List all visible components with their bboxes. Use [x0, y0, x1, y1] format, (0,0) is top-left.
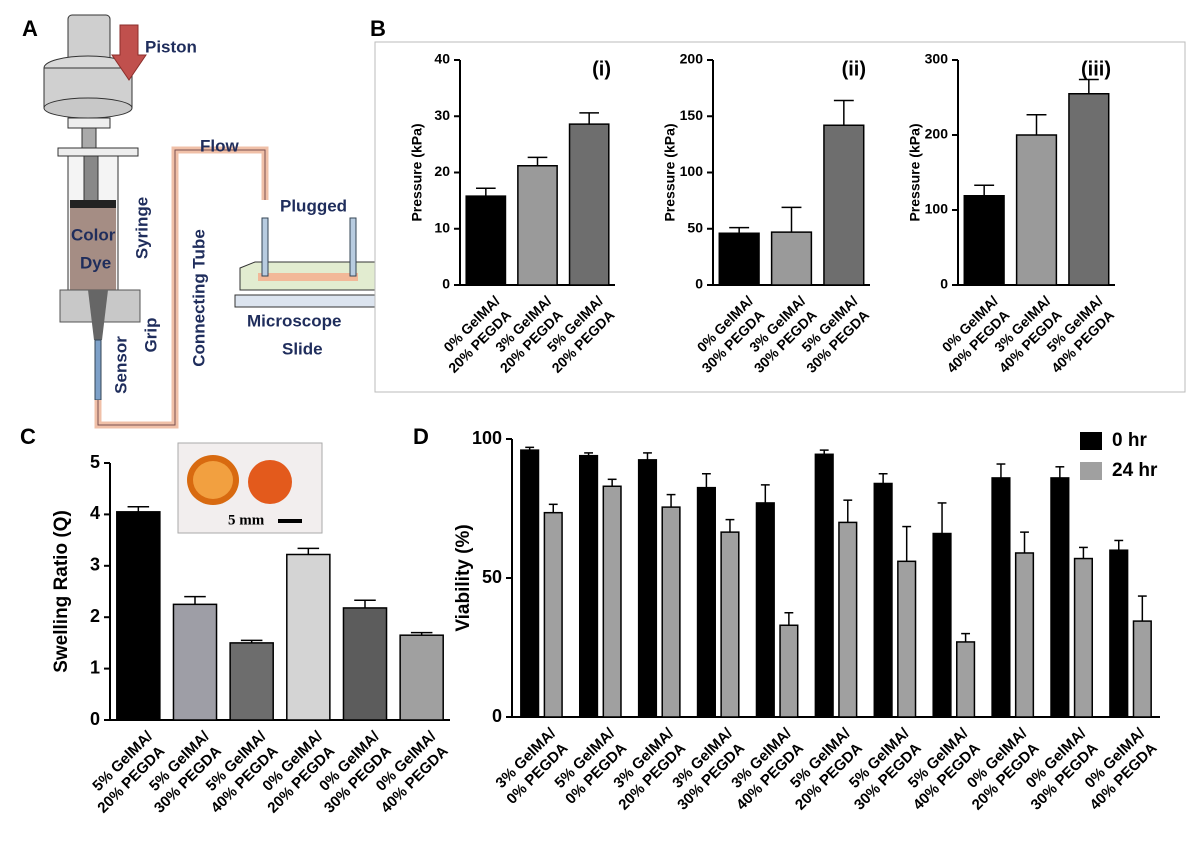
bar — [465, 195, 507, 286]
y-tick-label: 150 — [680, 107, 704, 123]
y-tick-label: 200 — [680, 51, 704, 67]
bar — [956, 641, 976, 718]
bar — [755, 502, 775, 718]
diagram-label: Dye — [80, 253, 111, 272]
bar — [1068, 93, 1110, 286]
bar — [770, 231, 813, 286]
y-tick-label: 100 — [925, 201, 949, 217]
diagram-label: Connecting Tube — [189, 229, 208, 367]
bar — [779, 624, 799, 718]
bar — [568, 123, 610, 286]
y-tick-label: 20 — [434, 163, 450, 179]
bar — [897, 560, 917, 718]
syringe-diagram: Piston Flow Plugged Color Dye Syringe Co… — [43, 14, 376, 429]
panel-label: A — [22, 16, 38, 41]
scale-label: 5 mm — [228, 512, 265, 528]
x-tick-label-group: 5% GelMA/0% PEGDA — [551, 724, 630, 807]
bar — [399, 634, 444, 721]
bar — [963, 195, 1005, 286]
bar — [602, 485, 622, 718]
diagram-label: Slide — [282, 339, 323, 358]
bar — [1050, 477, 1070, 718]
panel-label: B — [370, 16, 386, 41]
y-tick-label: 0 — [492, 706, 502, 726]
bar — [696, 486, 716, 718]
y-tick-label: 100 — [680, 163, 704, 179]
y-axis-label: Pressure (kPa) — [907, 123, 923, 221]
diagram-label: Plugged — [280, 196, 347, 215]
panel-label: D — [413, 424, 429, 449]
y-tick-label: 50 — [482, 567, 502, 587]
bar — [543, 511, 563, 718]
bar — [720, 531, 740, 718]
bar — [1015, 134, 1058, 286]
y-tick-label: 300 — [925, 51, 949, 67]
legend-swatch — [1080, 432, 1102, 450]
y-tick-label: 100 — [472, 428, 502, 448]
panel-annotation: (iii) — [1081, 58, 1111, 80]
y-tick-label: 0 — [695, 276, 703, 292]
bar — [1073, 557, 1094, 718]
bar — [838, 521, 858, 718]
inset-photo: 5 mm — [177, 442, 323, 534]
bar — [873, 482, 893, 718]
bar — [1132, 620, 1152, 718]
y-tick-label: 40 — [434, 51, 450, 67]
bar — [229, 642, 274, 721]
bar — [520, 449, 540, 718]
y-tick-label: 2 — [90, 606, 100, 626]
bar — [932, 532, 952, 718]
y-axis-label: Swelling Ratio (Q) — [51, 510, 72, 673]
y-tick-label: 0 — [442, 276, 450, 292]
y-tick-label: 50 — [687, 219, 703, 235]
bar — [814, 453, 834, 718]
y-tick-label: 200 — [925, 126, 949, 142]
y-tick-label: 1 — [90, 657, 100, 677]
panel-frame — [374, 41, 1186, 393]
bar — [172, 603, 218, 721]
bar — [578, 454, 599, 718]
y-tick-label: 3 — [90, 555, 100, 575]
bar — [116, 511, 161, 721]
y-tick-label: 10 — [434, 219, 450, 235]
bar — [286, 553, 331, 721]
bar — [718, 232, 760, 286]
bar — [1014, 552, 1035, 718]
bar — [637, 459, 658, 718]
legend-swatch — [1080, 462, 1102, 480]
diagram-label: Grip — [141, 318, 160, 353]
bar — [823, 124, 865, 286]
bar — [517, 165, 558, 286]
y-axis-label: Pressure (kPa) — [409, 123, 425, 221]
diagram-label: Sensor — [111, 336, 130, 394]
x-tick-label-group: 3% GelMA/0% PEGDA — [492, 724, 571, 807]
diagram-label: Color — [71, 225, 116, 244]
bar — [342, 607, 388, 721]
diagram-label: Microscope — [247, 311, 341, 330]
legend-label: 0 hr — [1112, 430, 1147, 451]
diagram-label: Piston — [145, 37, 197, 56]
bar — [991, 477, 1011, 718]
y-tick-label: 4 — [90, 503, 100, 523]
diagram-label: Flow — [200, 136, 239, 155]
bar — [661, 506, 681, 718]
bar — [1109, 549, 1129, 718]
legend-label: 24 hr — [1112, 460, 1158, 481]
y-axis-label: Pressure (kPa) — [662, 123, 678, 221]
panel-annotation: (i) — [592, 58, 611, 80]
y-tick-label: 5 — [90, 452, 100, 472]
y-tick-label: 0 — [90, 709, 100, 729]
panel-label: C — [20, 424, 36, 449]
diagram-label: Syringe — [132, 197, 151, 259]
y-tick-label: 0 — [940, 276, 948, 292]
y-axis-label: Viability (%) — [453, 524, 474, 631]
y-tick-label: 30 — [434, 107, 450, 123]
panel-annotation: (ii) — [842, 58, 866, 80]
